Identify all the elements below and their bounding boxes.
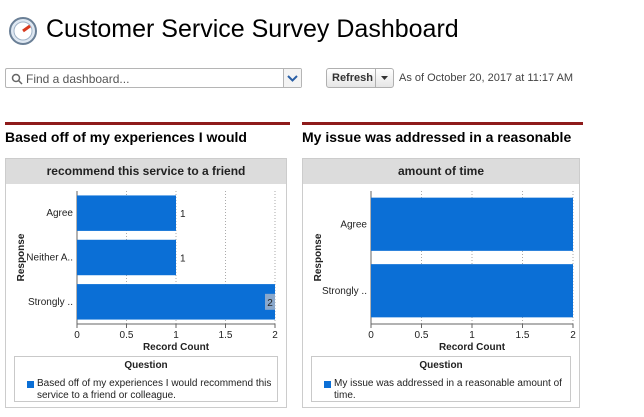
data-label: 2 [267,298,273,309]
refresh-label: Refresh [332,72,373,84]
legend-swatch [324,381,331,388]
chart-box: amount of time 0 0.5 1 1.5 2 Record Count Respo… [302,158,580,408]
x-tick-label: 1.5 [516,330,530,341]
panel-title: Based off of my experiences I would [5,129,247,145]
y-axis-label: Response [16,233,27,281]
dashboard-title: Customer Service Survey Dashboard [46,15,459,43]
data-label: 1 [180,254,186,265]
x-tick-label: 0.5 [415,330,429,341]
chart-box: recommend this service to a friend 0 0.5 1 1… [5,158,287,408]
bar [77,284,275,320]
y-tick-label: Agree [46,208,73,219]
x-axis-label: Record Count [143,342,210,353]
search-placeholder: Find a dashboard... [26,72,130,86]
bar [371,197,573,251]
chart-subtitle: recommend this service to a friend [6,159,286,184]
data-label-bg [265,293,275,310]
x-tick-label: 0 [368,330,374,341]
x-tick-label: 1 [469,330,475,341]
x-tick-label: 1.5 [219,330,233,341]
legend: Question My issue was addressed in a reas… [311,356,571,402]
refresh-button[interactable]: Refresh [326,68,394,88]
bar [77,239,176,276]
search-dropdown[interactable] [283,69,301,87]
legend-title: Question [124,360,168,371]
x-tick-label: 0.5 [120,330,134,341]
y-tick-label: Agree [340,219,367,230]
y-axis-label: Response [313,233,324,281]
chart-subtitle: amount of time [303,159,579,184]
legend-text: Based off of my experiences I would reco… [37,378,272,401]
x-tick-label: 0 [74,330,80,341]
panel-rule [5,122,290,125]
panel-title: My issue was addressed in a reasonable [302,129,572,145]
x-tick-label: 2 [272,330,278,341]
x-axis-label: Record Count [439,342,506,353]
bar [371,264,573,318]
search-icon [11,73,23,85]
chart-plot: 0 0.5 1 1.5 2 Record Count Response Agree 1 Neith… [16,191,278,353]
x-tick-label: 2 [570,330,576,341]
search-box[interactable]: Find a dashboard... [5,68,302,88]
legend-title: Question [419,360,463,371]
legend-item: Based off of my experiences I would reco… [15,378,277,402]
dashboard-icon [9,17,37,45]
panel-rule [302,122,583,125]
y-tick-label: Strongly .. [322,286,367,297]
y-tick-label: Neither A.. [26,253,73,264]
legend-item: My issue was addressed in a reasonable a… [312,378,570,402]
legend-text: My issue was addressed in a reasonable a… [334,378,562,401]
chart-plot: 0 0.5 1 1.5 2 Record Count Response Agree Strong… [313,191,576,353]
refresh-dropdown[interactable] [375,69,393,87]
timestamp: As of October 20, 2017 at 11:17 AM [399,72,574,84]
legend-swatch [27,381,34,388]
legend: Question Based off of my experiences I wo… [14,356,278,402]
bar [77,195,176,231]
data-label: 1 [180,209,186,220]
x-tick-label: 1 [173,330,179,341]
y-tick-label: Strongly .. [28,297,73,308]
